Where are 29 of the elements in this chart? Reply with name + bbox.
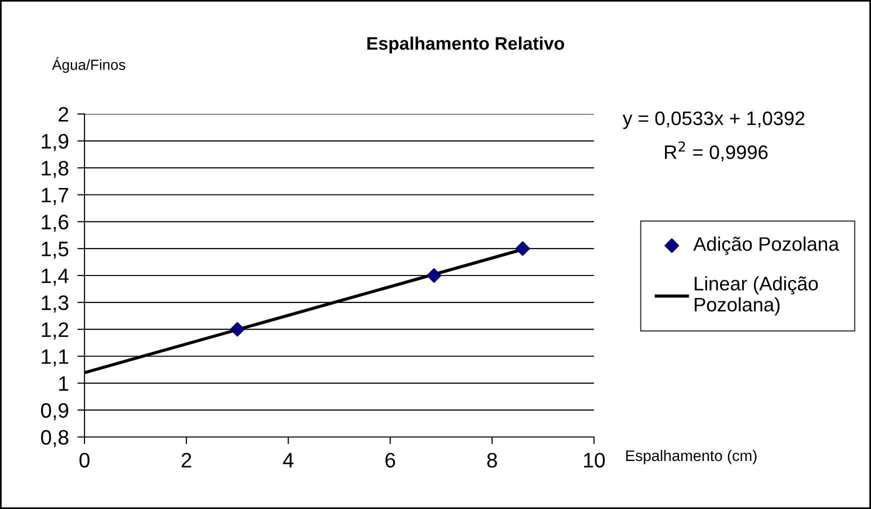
point (426, 268, 442, 283)
y-tick-label: 1,6 (42, 214, 68, 232)
chart-title: Espalhamento Relativo (367, 36, 564, 54)
x-tick-label: 6 (385, 452, 396, 468)
y-tick-label: 1 (59, 376, 68, 391)
x-tick-label: 0 (80, 452, 90, 468)
x-axis-title: Espalhamento (cm) (626, 450, 757, 464)
legend-label: Adição Pozolana (693, 236, 840, 255)
y-tick-label: 1,3 (42, 295, 68, 313)
x-tick-label: 8 (487, 452, 497, 468)
y-axis-title: Água/Finos (52, 57, 126, 73)
y-tick-label: 1,4 (42, 268, 69, 286)
y-tick-label: 1,7 (42, 188, 68, 205)
x-tick-label: 2 (182, 452, 192, 468)
y-tick-label: 0,9 (41, 403, 68, 420)
y-tick-label: 1,9 (42, 134, 68, 152)
x-tick-label: 10 (584, 452, 605, 468)
y-tick-label: 1,5 (42, 242, 68, 259)
y-tick-label: 2 (58, 107, 68, 122)
text: R$^{2}$ = 0,9996 (665, 141, 768, 162)
legend-label: Linear (Adição Pozolana) (694, 276, 818, 316)
y-tick-label: 1,1 (42, 349, 68, 366)
y-tick-label: 0,8 (41, 430, 68, 448)
point (230, 322, 245, 337)
y-tick-label: 1,2 (42, 322, 68, 340)
point (515, 241, 530, 256)
x-tick-label: 4 (282, 453, 294, 468)
y-tick-label: 1,8 (42, 160, 68, 178)
text: y = 0,0533x + 1,0392 (622, 111, 804, 130)
